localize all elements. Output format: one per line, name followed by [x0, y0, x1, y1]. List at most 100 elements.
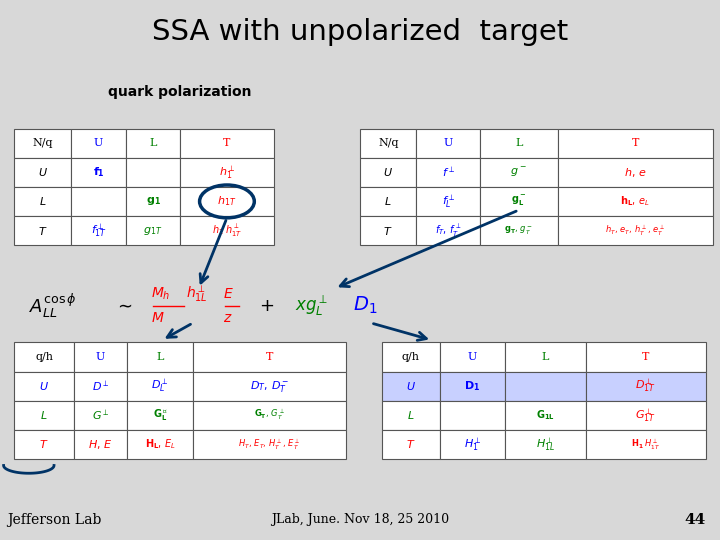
Text: $U$: $U$	[383, 166, 393, 178]
FancyBboxPatch shape	[14, 342, 74, 372]
FancyBboxPatch shape	[14, 187, 71, 216]
Text: T: T	[631, 138, 639, 148]
FancyBboxPatch shape	[586, 342, 706, 372]
FancyBboxPatch shape	[193, 430, 346, 459]
Text: $T$: $T$	[384, 225, 393, 237]
Text: $T$: $T$	[406, 438, 415, 450]
FancyBboxPatch shape	[74, 342, 127, 372]
Text: $\mathbf{G_{1L}}$: $\mathbf{G_{1L}}$	[536, 408, 554, 422]
FancyBboxPatch shape	[480, 216, 557, 245]
Text: $H_1^\perp$: $H_1^\perp$	[464, 436, 481, 453]
Text: $G_{1T}^\perp$: $G_{1T}^\perp$	[635, 407, 656, 424]
Text: 44: 44	[684, 513, 706, 526]
Text: $h_{1T}$: $h_{1T}$	[217, 194, 237, 208]
Text: $U$: $U$	[39, 380, 49, 392]
Text: $D_T,\,D_T^-$: $D_T,\,D_T^-$	[250, 379, 289, 394]
Text: $h_T,\,e_T,\,h_T^\perp,\,e_T^\perp$: $h_T,\,e_T,\,h_T^\perp,\,e_T^\perp$	[605, 224, 665, 238]
Text: $\mathit{A}_{LL}^{\cos\phi}$: $\mathit{A}_{LL}^{\cos\phi}$	[29, 292, 76, 320]
FancyBboxPatch shape	[505, 342, 586, 372]
Text: $\mathbf{D_1}$: $\mathbf{D_1}$	[464, 379, 480, 393]
Text: $+$: $+$	[259, 296, 274, 315]
Text: $M$: $M$	[151, 310, 165, 325]
FancyBboxPatch shape	[14, 401, 74, 430]
Text: $L$: $L$	[40, 409, 48, 421]
FancyBboxPatch shape	[416, 187, 480, 216]
Text: $\mathbf{H_1}\;H_{1T}^\perp$: $\mathbf{H_1}\;H_{1T}^\perp$	[631, 437, 660, 451]
Text: U: U	[96, 352, 105, 362]
FancyBboxPatch shape	[180, 216, 274, 245]
FancyBboxPatch shape	[440, 372, 505, 401]
Text: N/q: N/q	[32, 138, 53, 148]
Text: q/h: q/h	[35, 352, 53, 362]
FancyBboxPatch shape	[586, 430, 706, 459]
Text: N/q: N/q	[378, 138, 398, 148]
FancyBboxPatch shape	[360, 216, 416, 245]
FancyBboxPatch shape	[416, 158, 480, 187]
Text: $h,\,e$: $h,\,e$	[624, 166, 647, 179]
Text: $\mathbf{H_L},\,E_L$: $\mathbf{H_L},\,E_L$	[145, 437, 176, 451]
Text: $g_{1T}$: $g_{1T}$	[143, 225, 163, 237]
FancyBboxPatch shape	[127, 342, 193, 372]
FancyBboxPatch shape	[74, 372, 127, 401]
Text: $T$: $T$	[40, 438, 49, 450]
FancyBboxPatch shape	[586, 401, 706, 430]
FancyBboxPatch shape	[416, 216, 480, 245]
Text: L: L	[541, 352, 549, 362]
Text: $\sim$: $\sim$	[114, 296, 132, 315]
Text: $h_{1L}^\perp$: $h_{1L}^\perp$	[186, 284, 207, 304]
Text: $\mathbf{g_L^-}$: $\mathbf{g_L^-}$	[511, 194, 526, 208]
Text: $H_T,\,E_T,\,H_T^\perp,\,E_T^\perp$: $H_T,\,E_T,\,H_T^\perp,\,E_T^\perp$	[238, 437, 301, 451]
Text: $L$: $L$	[39, 195, 47, 207]
Text: $\mathbf{f_1}$: $\mathbf{f_1}$	[93, 165, 104, 179]
FancyBboxPatch shape	[14, 430, 74, 459]
FancyBboxPatch shape	[382, 401, 440, 430]
Text: $H_{1L}^\perp$: $H_{1L}^\perp$	[536, 436, 555, 453]
Text: q/h: q/h	[402, 352, 420, 362]
Text: $D_1$: $D_1$	[353, 295, 377, 316]
Text: $L$: $L$	[384, 195, 392, 207]
Text: T: T	[223, 138, 230, 148]
FancyBboxPatch shape	[71, 216, 126, 245]
FancyBboxPatch shape	[382, 342, 440, 372]
FancyBboxPatch shape	[14, 158, 71, 187]
FancyBboxPatch shape	[440, 342, 505, 372]
FancyBboxPatch shape	[382, 430, 440, 459]
FancyBboxPatch shape	[557, 216, 713, 245]
Text: $D^\perp$: $D^\perp$	[91, 379, 109, 393]
FancyBboxPatch shape	[180, 158, 274, 187]
FancyBboxPatch shape	[14, 216, 71, 245]
FancyBboxPatch shape	[480, 158, 557, 187]
Text: JLab, June. Nov 18, 25 2010: JLab, June. Nov 18, 25 2010	[271, 513, 449, 526]
Text: L: L	[515, 138, 523, 148]
Text: $D_L^\perp$: $D_L^\perp$	[151, 377, 169, 395]
FancyBboxPatch shape	[71, 158, 126, 187]
Text: $g^-$: $g^-$	[510, 166, 527, 179]
Text: $f^\perp$: $f^\perp$	[441, 165, 455, 179]
Text: $\mathbf{g_T},\,g_T^-$: $\mathbf{g_T},\,g_T^-$	[504, 225, 534, 237]
Text: Jefferson Lab: Jefferson Lab	[7, 513, 102, 526]
Text: $h_1\;h_{1T}^\perp$: $h_1\;h_{1T}^\perp$	[212, 222, 242, 239]
Text: $\mathbf{G_L^\perp}$: $\mathbf{G_L^\perp}$	[153, 407, 168, 423]
Text: $f_{1T}^\perp$: $f_{1T}^\perp$	[91, 222, 107, 239]
FancyBboxPatch shape	[126, 216, 180, 245]
Text: $L$: $L$	[407, 409, 415, 421]
FancyBboxPatch shape	[480, 187, 557, 216]
FancyBboxPatch shape	[71, 187, 126, 216]
Text: T: T	[642, 352, 649, 362]
Text: $f_L^\perp$: $f_L^\perp$	[441, 193, 455, 210]
Text: $f_T,\,f_T^\perp$: $f_T,\,f_T^\perp$	[435, 222, 462, 239]
FancyBboxPatch shape	[71, 129, 126, 158]
Text: U: U	[468, 352, 477, 362]
FancyBboxPatch shape	[193, 372, 346, 401]
Text: $\mathbf{h_L},\,e_L$: $\mathbf{h_L},\,e_L$	[621, 194, 650, 208]
Text: U: U	[444, 138, 453, 148]
FancyBboxPatch shape	[440, 430, 505, 459]
FancyBboxPatch shape	[126, 129, 180, 158]
FancyBboxPatch shape	[505, 372, 586, 401]
FancyBboxPatch shape	[360, 158, 416, 187]
Text: quark polarization: quark polarization	[108, 85, 251, 99]
FancyBboxPatch shape	[74, 401, 127, 430]
Text: U: U	[94, 138, 103, 148]
FancyBboxPatch shape	[360, 187, 416, 216]
FancyBboxPatch shape	[505, 430, 586, 459]
